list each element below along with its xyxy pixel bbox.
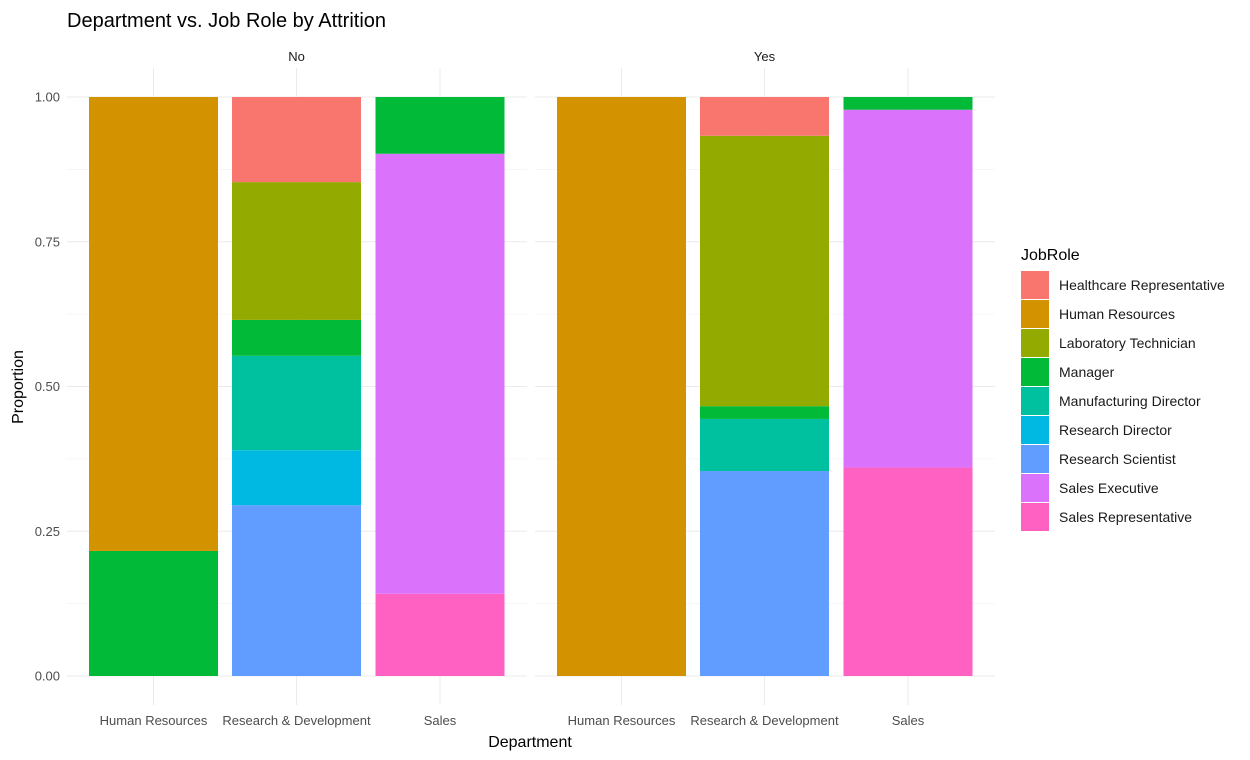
legend-title: JobRole <box>1021 247 1080 264</box>
legend-item: Research Director <box>1021 416 1172 444</box>
legend-key <box>1021 358 1049 386</box>
y-axis-title: Proportion <box>10 350 27 424</box>
bar-stack <box>843 97 973 676</box>
y-axis-ticks: 0.00 0.25 0.50 0.75 1.00 <box>35 90 60 684</box>
bar-stack <box>89 97 218 676</box>
legend-label: Manager <box>1059 364 1115 380</box>
legend-label: Manufacturing Director <box>1059 393 1201 409</box>
bar-segment <box>843 467 973 676</box>
legend-item: Sales Representative <box>1021 503 1192 531</box>
bar-stack <box>232 97 361 676</box>
bar-segment <box>232 450 361 506</box>
chart-title: Department vs. Job Role by Attrition <box>67 10 386 32</box>
x-tick-label: Research & Development <box>690 713 839 728</box>
bar-segment <box>375 153 505 594</box>
bar-segment <box>232 355 361 451</box>
legend-item: Manufacturing Director <box>1021 387 1201 415</box>
legend-label: Sales Representative <box>1059 509 1192 525</box>
x-tick-label: Research & Development <box>222 713 371 728</box>
y-tick-label: 1.00 <box>35 90 60 105</box>
legend-item: Manager <box>1021 358 1115 386</box>
legend-key <box>1021 474 1049 502</box>
bar-segment <box>232 182 361 320</box>
bar-segment <box>375 97 505 154</box>
x-axis-title: Department <box>488 734 572 751</box>
x-tick-label: Sales <box>892 713 925 728</box>
legend-key <box>1021 300 1049 328</box>
bar-segment <box>843 97 973 110</box>
legend-key <box>1021 445 1049 473</box>
legend-key <box>1021 329 1049 357</box>
facet-panel-yes: Yes Human Resources Research & Development… <box>535 49 995 728</box>
bar-stack <box>700 97 829 676</box>
facet-label: Yes <box>754 49 776 64</box>
bar-segment <box>700 471 829 676</box>
y-tick-label: 0.50 <box>35 379 60 394</box>
bar-segment <box>557 97 686 676</box>
bar-segment <box>375 593 505 676</box>
bar-segment <box>700 418 829 472</box>
x-tick-label: Human Resources <box>568 713 676 728</box>
legend-label: Research Scientist <box>1059 451 1176 467</box>
legend-item: Healthcare Representative <box>1021 271 1225 299</box>
bar-segment <box>89 97 218 551</box>
bar-segment <box>843 109 973 468</box>
bar-stack <box>375 97 505 676</box>
x-tick-label: Sales <box>424 713 457 728</box>
y-tick-label: 0.75 <box>35 234 60 249</box>
legend-item: Sales Executive <box>1021 474 1159 502</box>
facet-panel-no: No Human Resources Research & Development S… <box>67 49 527 728</box>
legend-item: Human Resources <box>1021 300 1175 328</box>
bar-segment <box>232 97 361 183</box>
legend-label: Sales Executive <box>1059 480 1159 496</box>
legend-key <box>1021 503 1049 531</box>
y-tick-label: 0.00 <box>35 669 60 684</box>
legend-key <box>1021 416 1049 444</box>
legend: JobRole Healthcare Representative Human R… <box>1021 247 1225 531</box>
legend-label: Healthcare Representative <box>1059 277 1225 293</box>
bar-segment <box>89 550 218 676</box>
legend-items: Healthcare Representative Human Resources… <box>1021 271 1225 531</box>
bar-stack <box>557 97 686 676</box>
legend-item: Research Scientist <box>1021 445 1176 473</box>
legend-label: Human Resources <box>1059 306 1175 322</box>
bar-segment <box>232 319 361 356</box>
legend-label: Laboratory Technician <box>1059 335 1196 351</box>
y-tick-label: 0.25 <box>35 524 60 539</box>
bar-segment <box>700 97 829 136</box>
legend-key <box>1021 271 1049 299</box>
bar-segment <box>700 406 829 419</box>
bar-segment <box>700 135 829 407</box>
bar-segment <box>232 505 361 676</box>
legend-item: Laboratory Technician <box>1021 329 1196 357</box>
legend-label: Research Director <box>1059 422 1172 438</box>
facet-label: No <box>288 49 305 64</box>
x-tick-label: Human Resources <box>100 713 208 728</box>
facet-panels: No Human Resources Research & Development S… <box>35 49 995 728</box>
legend-key <box>1021 387 1049 415</box>
